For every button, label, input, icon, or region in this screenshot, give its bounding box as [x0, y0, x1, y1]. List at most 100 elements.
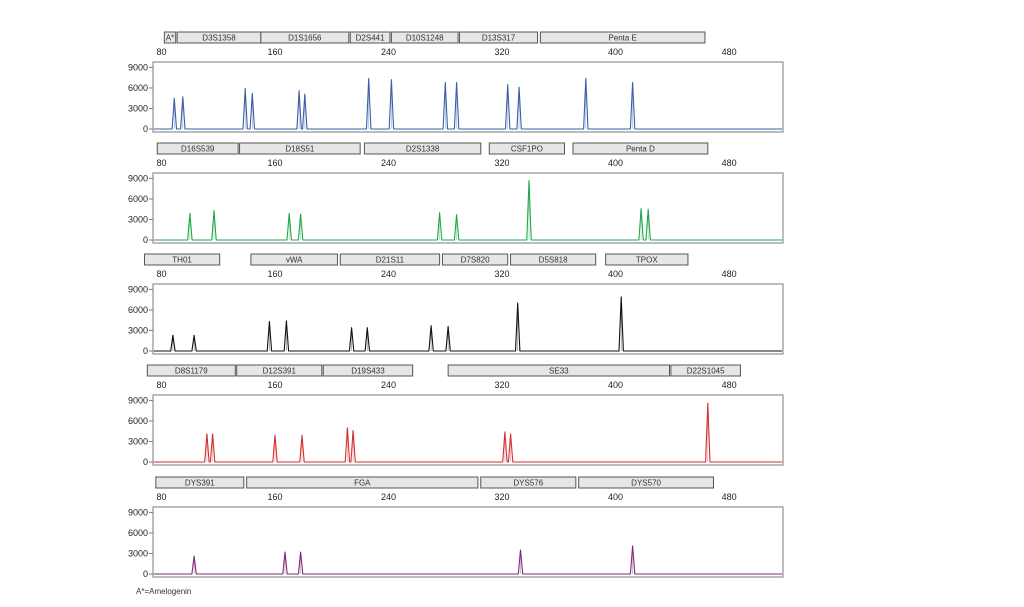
- locus-box: [236, 364, 323, 377]
- y-tick-label: 6000: [128, 194, 148, 204]
- locus-box: [390, 31, 459, 44]
- plot-frame: [152, 61, 784, 133]
- x-tick-label: 320: [495, 492, 510, 502]
- locus-label: FGA: [354, 479, 371, 488]
- locus-label: D8S1179: [175, 367, 208, 376]
- locus-label: D2S1338: [406, 145, 440, 154]
- x-tick-label: 480: [722, 47, 737, 57]
- locus-box: [339, 253, 441, 266]
- y-tick-label: 6000: [128, 83, 148, 93]
- locus-box: [510, 253, 597, 266]
- y-tick-label: 0: [143, 235, 148, 245]
- locus-box: [539, 31, 706, 44]
- locus-label: D18S51: [285, 145, 314, 154]
- locus-label: D12S391: [263, 367, 297, 376]
- locus-box: [246, 476, 479, 489]
- y-tick-label: 9000: [128, 395, 148, 405]
- panel-purple: DYS391 FGA DYS576 DYS570 80 160 240 320 400 480 0 3…: [128, 476, 784, 579]
- locus-box: [260, 31, 350, 44]
- panel-black: TH01 vWA D21S11 D7S820 D5S818 TPOX 80 160 240 320…: [128, 253, 784, 356]
- x-tick-label: 480: [722, 158, 737, 168]
- x-tick-label: 240: [381, 380, 396, 390]
- x-tick-label: 400: [608, 380, 623, 390]
- x-tick-label: 80: [157, 47, 167, 57]
- x-tick-label: 240: [381, 492, 396, 502]
- locus-box: [155, 476, 245, 489]
- x-tick-label: 400: [608, 47, 623, 57]
- locus-box: [441, 253, 509, 266]
- locus-label: Penta E: [608, 34, 636, 43]
- x-tick-label: 320: [495, 269, 510, 279]
- locus-box: [143, 253, 221, 266]
- plot-frame: [152, 394, 784, 466]
- locus-box: [239, 142, 361, 155]
- locus-box: [488, 142, 565, 155]
- y-tick-label: 3000: [128, 436, 148, 446]
- x-tick-label: 320: [495, 158, 510, 168]
- y-tick-label: 9000: [128, 62, 148, 72]
- locus-label: TPOX: [636, 256, 658, 265]
- x-tick-label: 480: [722, 380, 737, 390]
- y-tick-label: 9000: [128, 173, 148, 183]
- x-tick-label: 160: [268, 158, 283, 168]
- x-tick-label: 160: [268, 47, 283, 57]
- locus-label: D13S317: [482, 34, 516, 43]
- locus-label: TH01: [172, 256, 192, 265]
- x-tick-label: 240: [381, 158, 396, 168]
- trace-line-green: [154, 179, 782, 241]
- x-tick-label: 320: [495, 47, 510, 57]
- x-tick-label: 240: [381, 269, 396, 279]
- y-tick-label: 0: [143, 124, 148, 134]
- panel-red: D8S1179 D12S391 D19S433 SE33 D22S1045 80 160 24…: [128, 364, 784, 467]
- locus-label: Penta D: [626, 145, 655, 154]
- y-tick-label: 9000: [128, 284, 148, 294]
- trace-line-black: [154, 296, 782, 352]
- locus-box: [605, 253, 689, 266]
- locus-label: D2S441: [356, 34, 385, 43]
- y-tick-label: 3000: [128, 214, 148, 224]
- y-tick-label: 6000: [128, 305, 148, 315]
- panel-blue: A* D3S1358 D1S1656 D2S441 D10S1248 D13S317 Pen…: [128, 31, 784, 134]
- locus-label: DYS576: [513, 479, 543, 488]
- locus-box: [572, 142, 709, 155]
- locus-label: vWA: [286, 256, 303, 265]
- locus-box: [670, 364, 741, 377]
- locus-label: D10S1248: [406, 34, 444, 43]
- y-tick-label: 6000: [128, 528, 148, 538]
- x-tick-label: 400: [608, 269, 623, 279]
- plot-frame: [152, 172, 784, 244]
- amelogenin-footnote: A*=Amelogenin: [136, 587, 192, 596]
- locus-label: D1S1656: [288, 34, 322, 43]
- locus-box: [146, 364, 236, 377]
- locus-box: [458, 31, 539, 44]
- y-tick-label: 3000: [128, 325, 148, 335]
- x-tick-label: 80: [157, 380, 167, 390]
- locus-label: CSF1PO: [511, 145, 543, 154]
- locus-label: D19S433: [351, 367, 385, 376]
- locus-box: [250, 253, 338, 266]
- locus-box: [163, 31, 177, 44]
- x-tick-label: 80: [157, 158, 167, 168]
- locus-label: A*: [166, 34, 174, 43]
- x-tick-label: 400: [608, 158, 623, 168]
- x-tick-label: 240: [381, 47, 396, 57]
- x-tick-label: 320: [495, 380, 510, 390]
- locus-box: [156, 142, 239, 155]
- locus-box: [349, 31, 391, 44]
- trace-line-blue: [154, 77, 782, 130]
- y-tick-label: 0: [143, 346, 148, 356]
- trace-line-purple: [154, 545, 782, 575]
- plot-frame: [152, 283, 784, 355]
- y-tick-label: 3000: [128, 548, 148, 558]
- locus-label: D16S539: [181, 145, 215, 154]
- locus-label: DYS391: [185, 479, 215, 488]
- locus-box: [322, 364, 414, 377]
- x-tick-label: 80: [157, 269, 167, 279]
- y-tick-label: 6000: [128, 416, 148, 426]
- y-tick-label: 0: [143, 569, 148, 579]
- y-tick-label: 3000: [128, 103, 148, 113]
- x-tick-label: 160: [268, 380, 283, 390]
- locus-label: D5S818: [539, 256, 568, 265]
- x-tick-label: 80: [157, 492, 167, 502]
